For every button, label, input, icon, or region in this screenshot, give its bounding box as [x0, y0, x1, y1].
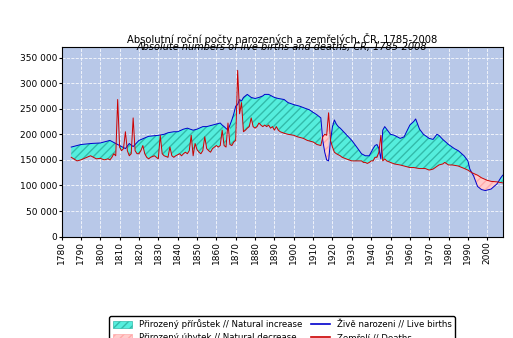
Text: Absolute numbers of live births and deaths, CR, 1785-2008: Absolute numbers of live births and deat… — [137, 42, 427, 52]
Legend: Přirozený přírůstek // Natural increase, Přirozený úbytek // Natural decrease, Ž: Přirozený přírůstek // Natural increase,… — [109, 316, 455, 338]
Text: Absolutní roční počty narozených a zemřelých, ČR, 1785-2008: Absolutní roční počty narozených a zemře… — [127, 33, 437, 45]
